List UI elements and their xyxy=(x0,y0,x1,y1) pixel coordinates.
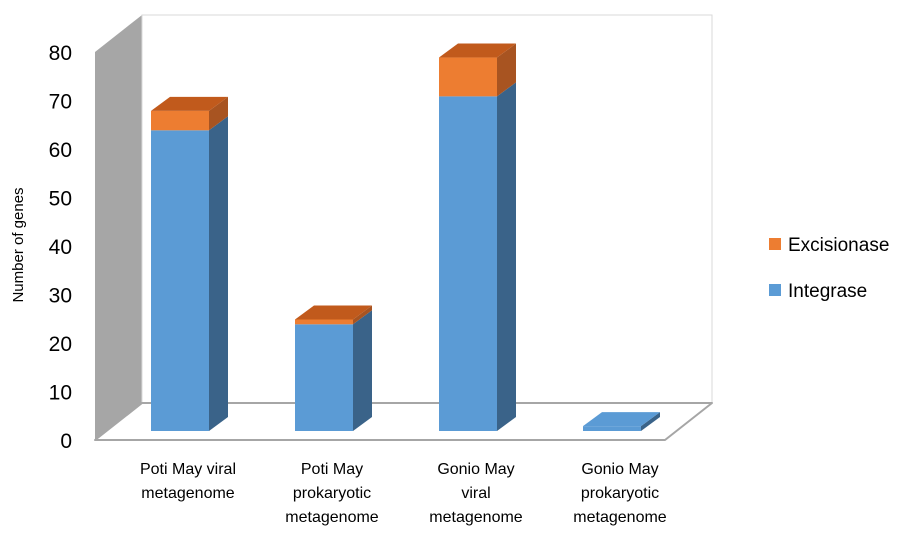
y-tick-label: 70 xyxy=(49,91,72,114)
legend-swatch xyxy=(769,284,781,296)
bar-stack xyxy=(151,96,228,432)
y-axis: 0 10 20 30 40 50 60 70 80 xyxy=(49,42,72,453)
bar-stack xyxy=(439,43,516,431)
bar-excisionase xyxy=(295,319,353,325)
bars xyxy=(151,43,660,432)
bar-side-excisionase xyxy=(353,305,372,325)
legend: Excisionase Integrase xyxy=(769,235,889,302)
bar-top xyxy=(151,96,228,111)
bar-stack xyxy=(583,412,660,431)
legend-item: Integrase xyxy=(769,281,867,302)
y-tick-label: 30 xyxy=(49,285,72,308)
bar-integrase xyxy=(439,96,497,431)
bar-top xyxy=(439,43,516,58)
bar-integrase xyxy=(583,426,641,431)
bar-excisionase xyxy=(439,57,497,97)
floor xyxy=(94,402,713,441)
x-tick-label: Gonio May prokaryotic metagenome xyxy=(573,461,666,526)
y-tick-label: 0 xyxy=(60,430,72,453)
y-tick-label: 80 xyxy=(49,42,72,65)
y-tick-label: 40 xyxy=(49,236,72,259)
bar-top xyxy=(583,412,660,427)
bar-integrase xyxy=(151,130,209,432)
y-tick-label: 50 xyxy=(49,188,72,211)
y-tick-label: 10 xyxy=(49,382,72,405)
y-axis-title: Number of genes xyxy=(10,187,27,302)
legend-item: Excisionase xyxy=(769,235,889,256)
bar-side-excisionase xyxy=(209,96,228,131)
x-tick-label: Poti May viral metagenome xyxy=(140,461,236,502)
x-tick-label: Gonio May viral metagenome xyxy=(429,461,522,526)
bar-side-integrase xyxy=(641,412,660,431)
bar-top xyxy=(295,305,372,320)
chart-walls xyxy=(94,14,713,441)
legend-swatch xyxy=(769,238,781,250)
bar-excisionase xyxy=(151,110,209,131)
x-axis: Poti May viral metagenome Poti May prokaryo… xyxy=(140,461,667,526)
bar-integrase xyxy=(295,324,353,431)
bar-side-integrase xyxy=(497,82,516,431)
bar-side-integrase xyxy=(209,116,228,432)
bar-side-excisionase xyxy=(497,43,516,97)
y-tick-label: 60 xyxy=(49,139,72,162)
side-wall xyxy=(95,15,142,440)
legend-label: Integrase xyxy=(788,281,867,302)
bar-stack xyxy=(295,305,372,431)
legend-label: Excisionase xyxy=(788,235,889,256)
bar-side-integrase xyxy=(353,310,372,431)
y-tick-label: 20 xyxy=(49,333,72,356)
x-tick-label: Poti May prokaryotic metagenome xyxy=(285,461,378,526)
